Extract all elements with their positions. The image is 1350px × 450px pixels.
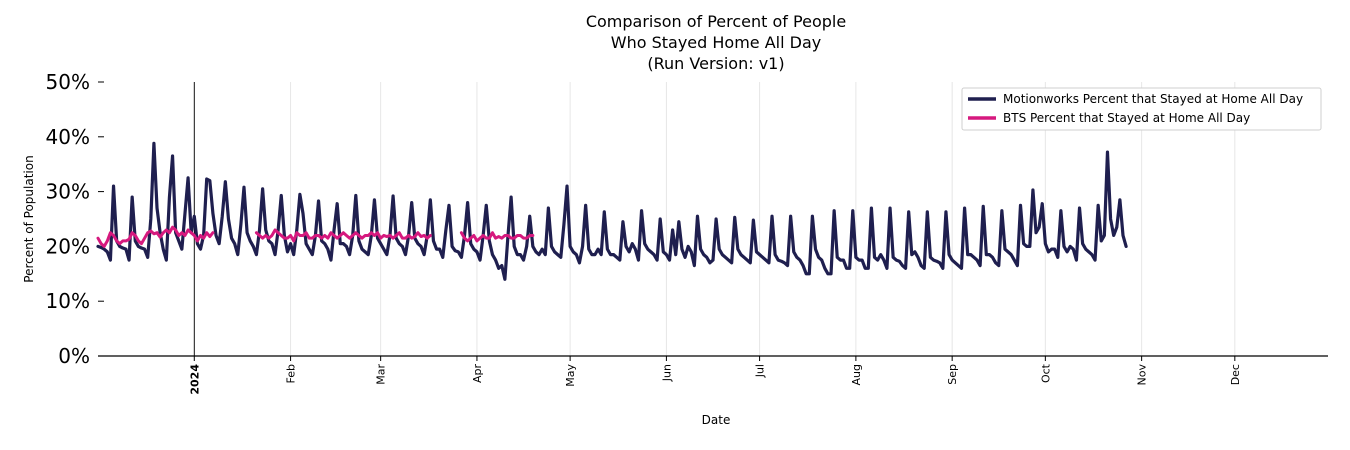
chart-title-line-2: Who Stayed Home All Day — [611, 33, 821, 52]
x-tick-label-jun: Jun — [660, 364, 673, 382]
series-layer — [96, 141, 1128, 281]
x-tick-label-apr: Apr — [471, 364, 484, 384]
x-tick-label-may: May — [564, 364, 577, 387]
chart-title-line-1: Comparison of Percent of People — [586, 12, 846, 31]
x-tick-label-2024: 2024 — [188, 364, 201, 395]
y-tick-label: 20% — [46, 234, 90, 258]
legend-box — [961, 87, 1322, 131]
x-axis-ticks: 2024 Feb Mar Apr May Jun Jul Aug Sep Oct Nov Dec — [188, 356, 1242, 395]
x-tick-label-mar: Mar — [375, 364, 388, 385]
chart-title-line-3: (Run Version: v1) — [647, 54, 784, 73]
x-tick-label-sep: Sep — [946, 364, 959, 385]
y-tick-label: 50% — [46, 70, 90, 94]
legend-label-motionworks: Motionworks Percent that Stayed at Home … — [1003, 92, 1303, 106]
chart-title: Comparison of Percent of People Who Stay… — [586, 12, 846, 73]
y-tick-label: 40% — [46, 125, 90, 149]
y-axis-label: Percent of Population — [22, 155, 36, 282]
legend-label-bts: BTS Percent that Stayed at Home All Day — [1003, 111, 1250, 125]
y-tick-label: 30% — [46, 180, 90, 204]
x-tick-label-jul: Jul — [754, 364, 767, 378]
x-tick-label-nov: Nov — [1136, 364, 1149, 386]
x-tick-label-feb: Feb — [285, 364, 298, 383]
x-tick-label-aug: Aug — [850, 364, 863, 385]
y-tick-label: 10% — [46, 289, 90, 313]
y-tick-label: 0% — [58, 344, 90, 368]
x-tick-label-dec: Dec — [1229, 364, 1242, 385]
x-tick-label-oct: Oct — [1039, 363, 1052, 383]
y-axis: 0% 10% 20% 30% 40% 50% — [46, 70, 104, 368]
x-axis-label: Date — [702, 413, 731, 427]
legend: Motionworks Percent that Stayed at Home … — [961, 87, 1322, 131]
series-line-motionworks — [96, 141, 1128, 281]
series-line-bts — [96, 225, 535, 248]
